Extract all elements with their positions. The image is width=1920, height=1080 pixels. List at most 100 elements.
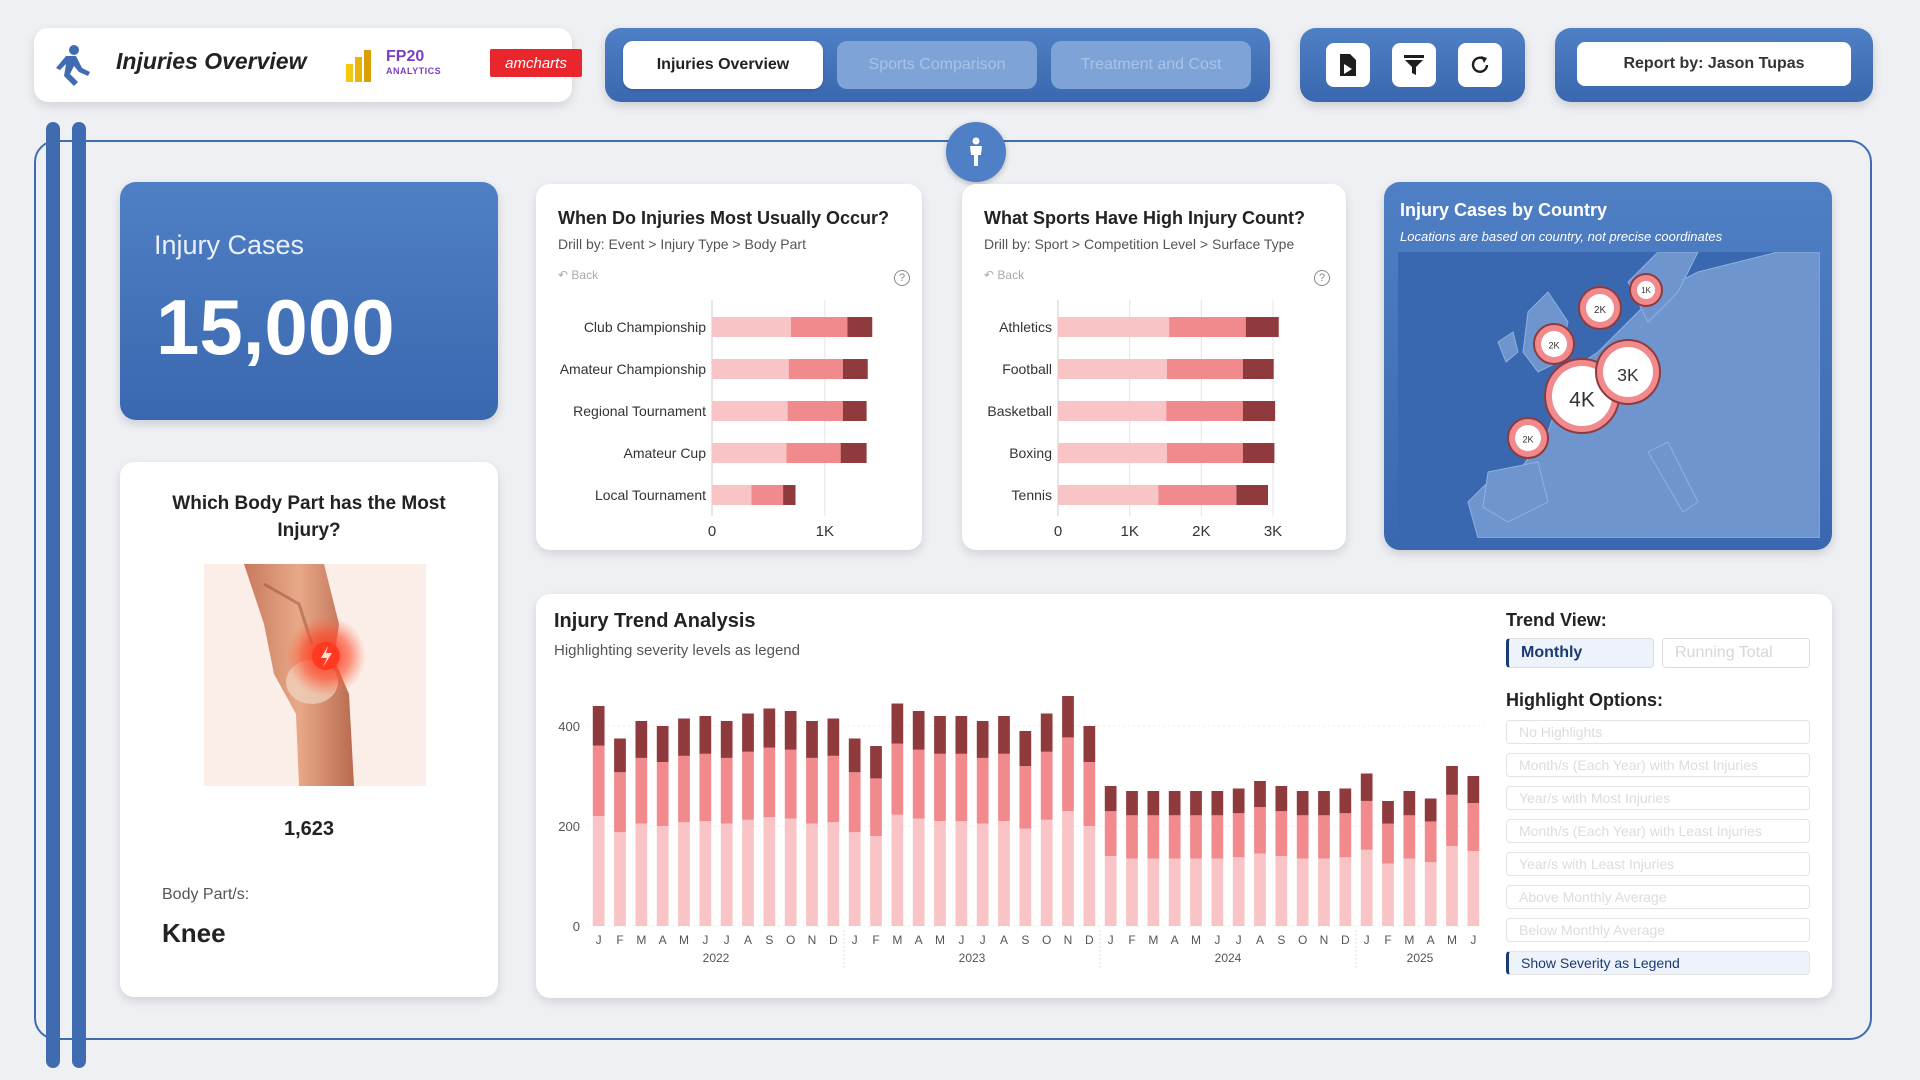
- trend-bar-segment[interactable]: [1147, 791, 1160, 816]
- trend-bar-segment[interactable]: [1382, 823, 1394, 864]
- trend-bar-segment[interactable]: [1467, 803, 1480, 851]
- trend-bar-segment[interactable]: [656, 826, 669, 926]
- trend-bar-segment[interactable]: [955, 821, 968, 926]
- trend-bar-segment[interactable]: [1232, 788, 1245, 814]
- trend-bar-segment[interactable]: [1147, 858, 1160, 927]
- trend-bar-segment[interactable]: [1062, 737, 1074, 811]
- trend-bar-segment[interactable]: [1104, 786, 1117, 812]
- trend-bar-segment[interactable]: [998, 716, 1010, 754]
- trend-bar-segment[interactable]: [806, 757, 818, 824]
- trend-bar-segment[interactable]: [1040, 713, 1053, 752]
- highlight-no-highlights[interactable]: No Highlights: [1506, 720, 1810, 744]
- trend-bar-segment[interactable]: [848, 832, 861, 926]
- trend-bar-segment[interactable]: [827, 822, 840, 926]
- trend-bar-segment[interactable]: [870, 778, 882, 836]
- trend-bar-segment[interactable]: [1403, 791, 1416, 816]
- trend-bar-segment[interactable]: [1360, 800, 1373, 850]
- trend-bar-segment[interactable]: [1232, 857, 1245, 926]
- trend-bar-segment[interactable]: [635, 823, 648, 927]
- trend-bar-segment[interactable]: [1147, 815, 1160, 859]
- bar-segment[interactable]: [1058, 401, 1167, 421]
- trend-bar-segment[interactable]: [1083, 762, 1096, 826]
- trend-bar-segment[interactable]: [1403, 815, 1416, 859]
- trend-bar-segment[interactable]: [827, 755, 840, 823]
- trend-bar-segment[interactable]: [912, 711, 925, 750]
- events-help-icon[interactable]: ?: [894, 270, 910, 286]
- tab-injuries-overview[interactable]: Injuries Overview: [623, 41, 823, 89]
- bar-segment[interactable]: [787, 401, 843, 421]
- highlight-month-least[interactable]: Month/s (Each Year) with Least Injuries: [1506, 819, 1810, 843]
- trend-bar-segment[interactable]: [742, 751, 754, 820]
- trend-bar-segment[interactable]: [1339, 857, 1352, 926]
- bar-segment[interactable]: [712, 359, 789, 379]
- bar-segment[interactable]: [1166, 401, 1243, 421]
- bar-segment[interactable]: [1058, 317, 1170, 337]
- highlight-year-most[interactable]: Year/s with Most Injuries: [1506, 786, 1810, 810]
- trend-bar-segment[interactable]: [678, 718, 690, 756]
- trend-bar-segment[interactable]: [656, 762, 669, 826]
- trend-bar-segment[interactable]: [1275, 811, 1288, 856]
- bar-segment[interactable]: [712, 485, 752, 505]
- trend-bar-segment[interactable]: [1467, 776, 1480, 803]
- trend-bar-segment[interactable]: [1296, 858, 1309, 927]
- map-bubble[interactable]: [1637, 281, 1655, 299]
- bar-segment[interactable]: [786, 443, 841, 463]
- trend-bar-segment[interactable]: [1254, 807, 1266, 854]
- sports-help-icon[interactable]: ?: [1314, 270, 1330, 286]
- bar-segment[interactable]: [842, 359, 868, 379]
- trend-bar-segment[interactable]: [614, 832, 626, 926]
- events-back-button[interactable]: ↶ Back: [558, 268, 599, 282]
- trend-bar-segment[interactable]: [1254, 781, 1266, 808]
- trend-bar-segment[interactable]: [1104, 856, 1117, 926]
- trend-bar-segment[interactable]: [1296, 815, 1309, 859]
- filter-button[interactable]: [1392, 43, 1436, 87]
- bar-segment[interactable]: [1058, 443, 1167, 463]
- trend-bar-segment[interactable]: [1232, 813, 1245, 858]
- trend-bar-segment[interactable]: [998, 753, 1010, 821]
- trend-bar-segment[interactable]: [1083, 826, 1096, 926]
- highlight-month-most[interactable]: Month/s (Each Year) with Most Injuries: [1506, 753, 1810, 777]
- trend-bar-segment[interactable]: [678, 755, 690, 823]
- trend-bar-segment[interactable]: [656, 726, 669, 762]
- trend-bar-segment[interactable]: [1275, 856, 1288, 926]
- bar-segment[interactable]: [1242, 359, 1274, 379]
- trend-bar-segment[interactable]: [635, 721, 648, 758]
- bar-segment[interactable]: [840, 443, 867, 463]
- trend-bar-segment[interactable]: [1126, 815, 1138, 859]
- trend-bar-segment[interactable]: [1019, 731, 1032, 767]
- export-report-button[interactable]: [1326, 43, 1370, 87]
- trend-bar-segment[interactable]: [1211, 791, 1224, 816]
- trend-bar-segment[interactable]: [699, 821, 712, 926]
- bar-segment[interactable]: [1242, 443, 1275, 463]
- trend-bar-segment[interactable]: [1318, 858, 1330, 927]
- trend-bar-segment[interactable]: [891, 703, 904, 744]
- trend-bar-segment[interactable]: [1019, 828, 1032, 927]
- person-button[interactable]: [946, 122, 1006, 182]
- trend-bar-segment[interactable]: [976, 757, 989, 824]
- trend-bar-segment[interactable]: [1126, 858, 1138, 927]
- trend-bar-segment[interactable]: [742, 713, 754, 752]
- bar-segment[interactable]: [1236, 485, 1268, 505]
- map-bubble[interactable]: [1603, 347, 1653, 397]
- trend-bar-segment[interactable]: [784, 818, 797, 927]
- trend-bar-segment[interactable]: [1446, 794, 1458, 846]
- tab-treatment-and-cost[interactable]: Treatment and Cost: [1051, 41, 1251, 89]
- trend-bar-segment[interactable]: [1318, 791, 1330, 816]
- trend-bar-segment[interactable]: [1382, 863, 1394, 927]
- trend-bar-segment[interactable]: [592, 706, 605, 746]
- trend-bar-segment[interactable]: [1168, 815, 1181, 859]
- trend-bar-segment[interactable]: [1190, 791, 1202, 816]
- trend-bar-segment[interactable]: [1296, 791, 1309, 816]
- trend-bar-segment[interactable]: [976, 823, 989, 927]
- highlight-below-average[interactable]: Below Monthly Average: [1506, 918, 1810, 942]
- bar-segment[interactable]: [788, 359, 843, 379]
- trend-bar-segment[interactable]: [934, 716, 946, 754]
- trend-bar-segment[interactable]: [934, 821, 946, 926]
- trend-bar-segment[interactable]: [998, 821, 1010, 926]
- trend-bar-segment[interactable]: [1424, 798, 1437, 822]
- trend-bar-segment[interactable]: [784, 749, 797, 819]
- bar-segment[interactable]: [1158, 485, 1237, 505]
- trend-view-monthly[interactable]: Monthly: [1506, 638, 1654, 668]
- bar-segment[interactable]: [1166, 443, 1243, 463]
- trend-bar-segment[interactable]: [720, 823, 733, 927]
